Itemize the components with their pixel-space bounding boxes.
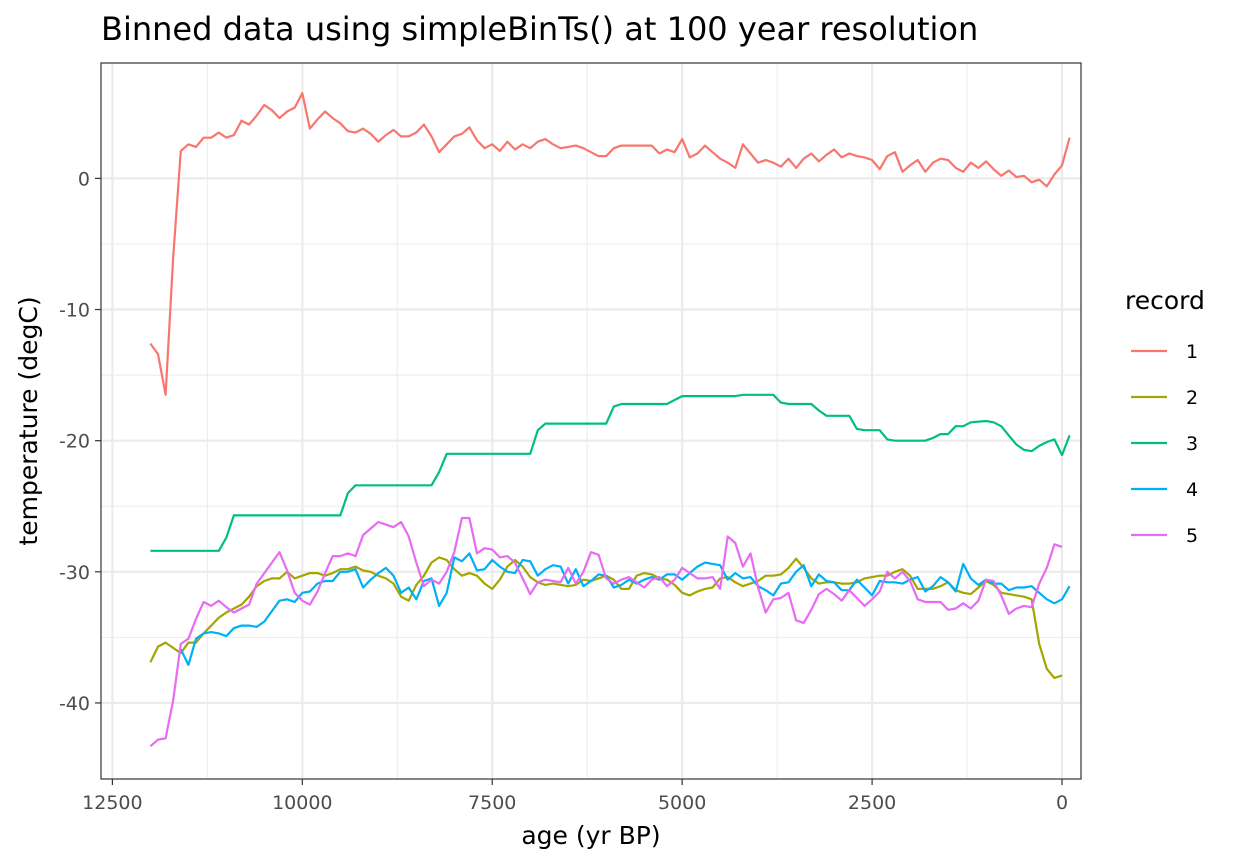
y-tick-label: -30 (59, 562, 90, 584)
legend-label-5: 5 (1186, 525, 1198, 547)
x-tick-label: 12500 (82, 792, 142, 814)
chart-title: Binned data using simpleBinTs() at 100 y… (101, 10, 978, 48)
series-line-5 (149, 516, 1063, 748)
legend-label-3: 3 (1186, 433, 1198, 455)
y-tick-label: 0 (78, 168, 90, 190)
x-tick-label: 10000 (272, 792, 332, 814)
y-tick-label: -20 (59, 431, 90, 453)
legend-label-4: 4 (1186, 479, 1198, 501)
panel-border (100, 62, 1082, 780)
legend-title: record (1125, 286, 1205, 315)
x-tick-label: 2500 (848, 792, 896, 814)
x-axis-title: age (yr BP) (521, 821, 660, 850)
series-line-1 (149, 92, 1071, 396)
series-line-4 (179, 552, 1071, 666)
legend-label-2: 2 (1186, 387, 1198, 409)
legend-label-1: 1 (1186, 341, 1198, 363)
x-tick-label: 5000 (658, 792, 706, 814)
y-axis-title: temperature (degC) (14, 296, 43, 545)
plot-panel: 12500 10000 7500 5000 2500 0 -40 -30 -20 -10 0 (59, 62, 1082, 814)
x-tick-label: 0 (1056, 792, 1068, 814)
x-tick-label: 7500 (468, 792, 516, 814)
y-tick-label: -40 (59, 693, 90, 715)
legend: record 1 2 3 4 5 (1125, 286, 1205, 547)
y-tick-label: -10 (59, 300, 90, 322)
series-line-3 (150, 393, 1071, 552)
